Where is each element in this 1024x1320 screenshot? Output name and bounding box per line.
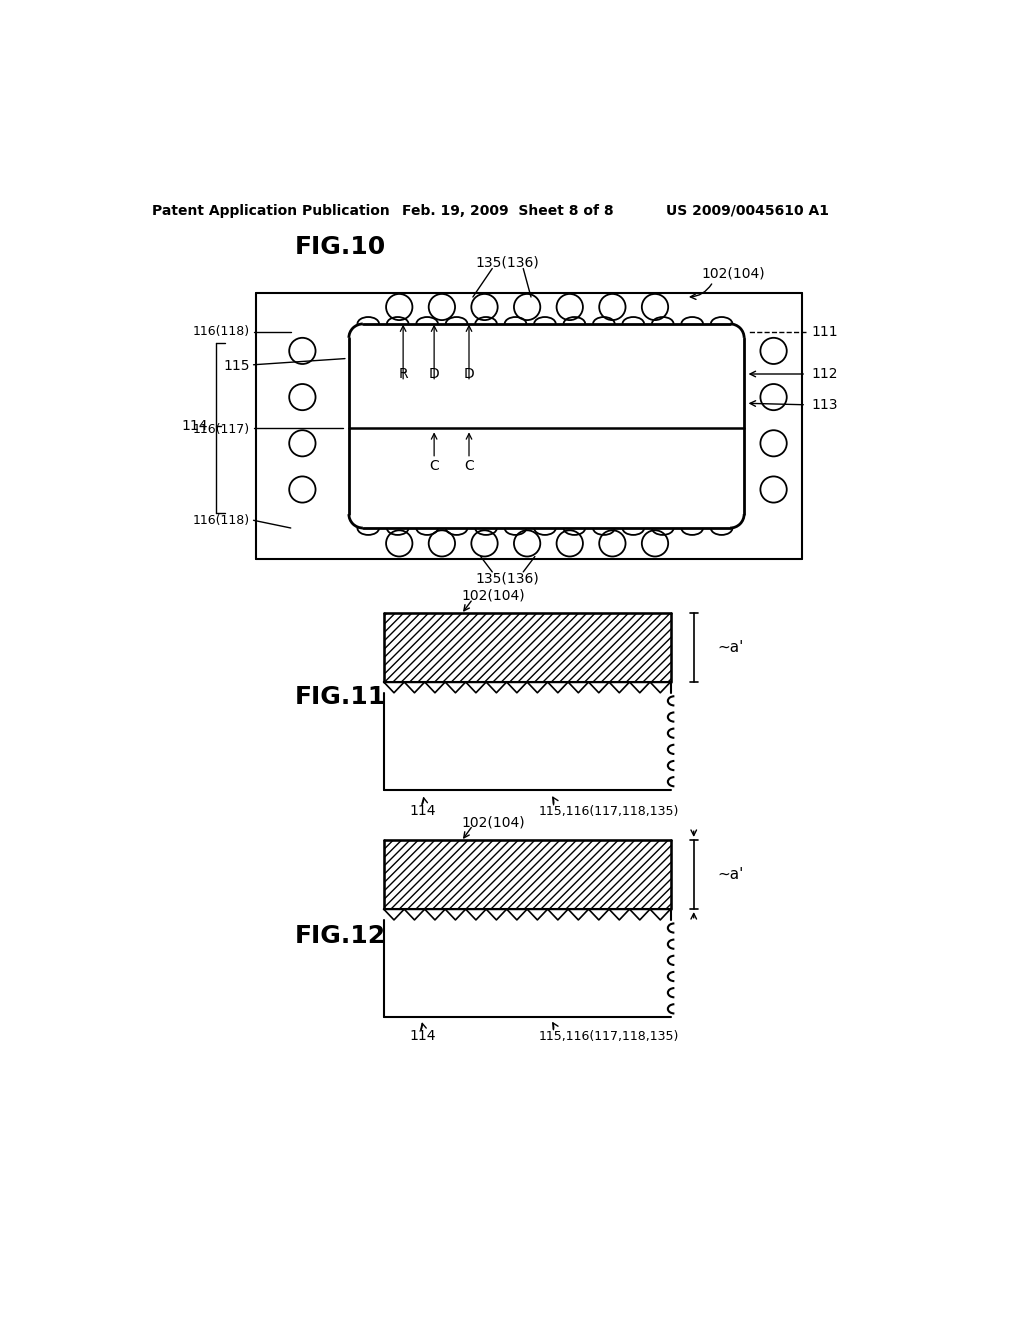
- Text: 114: 114: [410, 804, 436, 818]
- Text: 111: 111: [812, 325, 839, 339]
- Text: 114: 114: [410, 1030, 436, 1043]
- Text: 115: 115: [223, 359, 250, 374]
- Text: ~a': ~a': [717, 867, 743, 882]
- Text: 116(118): 116(118): [193, 325, 250, 338]
- Text: ~a': ~a': [717, 640, 743, 655]
- Text: Feb. 19, 2009  Sheet 8 of 8: Feb. 19, 2009 Sheet 8 of 8: [402, 203, 613, 218]
- Text: 102(104): 102(104): [461, 816, 525, 829]
- Text: D: D: [429, 367, 439, 381]
- Text: FIG.10: FIG.10: [295, 235, 386, 259]
- Text: 116(117): 116(117): [193, 422, 250, 436]
- Text: 113: 113: [812, 397, 838, 412]
- Text: R: R: [398, 367, 408, 381]
- Text: 135(136): 135(136): [476, 255, 540, 269]
- Text: FIG.11: FIG.11: [295, 685, 386, 709]
- Text: US 2009/0045610 A1: US 2009/0045610 A1: [667, 203, 829, 218]
- Text: 112: 112: [812, 367, 838, 381]
- Text: 102(104): 102(104): [461, 589, 525, 603]
- Text: 114: 114: [181, 420, 208, 433]
- Text: 115,116(117,118,135): 115,116(117,118,135): [539, 1030, 679, 1043]
- Text: C: C: [464, 459, 474, 474]
- Text: Patent Application Publication: Patent Application Publication: [153, 203, 390, 218]
- Text: 116(118): 116(118): [193, 513, 250, 527]
- Bar: [384, 840, 671, 909]
- Bar: [384, 612, 671, 682]
- Text: D: D: [464, 367, 474, 381]
- Text: 135(136): 135(136): [476, 572, 540, 585]
- Text: C: C: [429, 459, 439, 474]
- Text: FIG.12: FIG.12: [295, 924, 386, 948]
- Text: 115,116(117,118,135): 115,116(117,118,135): [539, 805, 679, 818]
- Text: 102(104): 102(104): [701, 267, 765, 281]
